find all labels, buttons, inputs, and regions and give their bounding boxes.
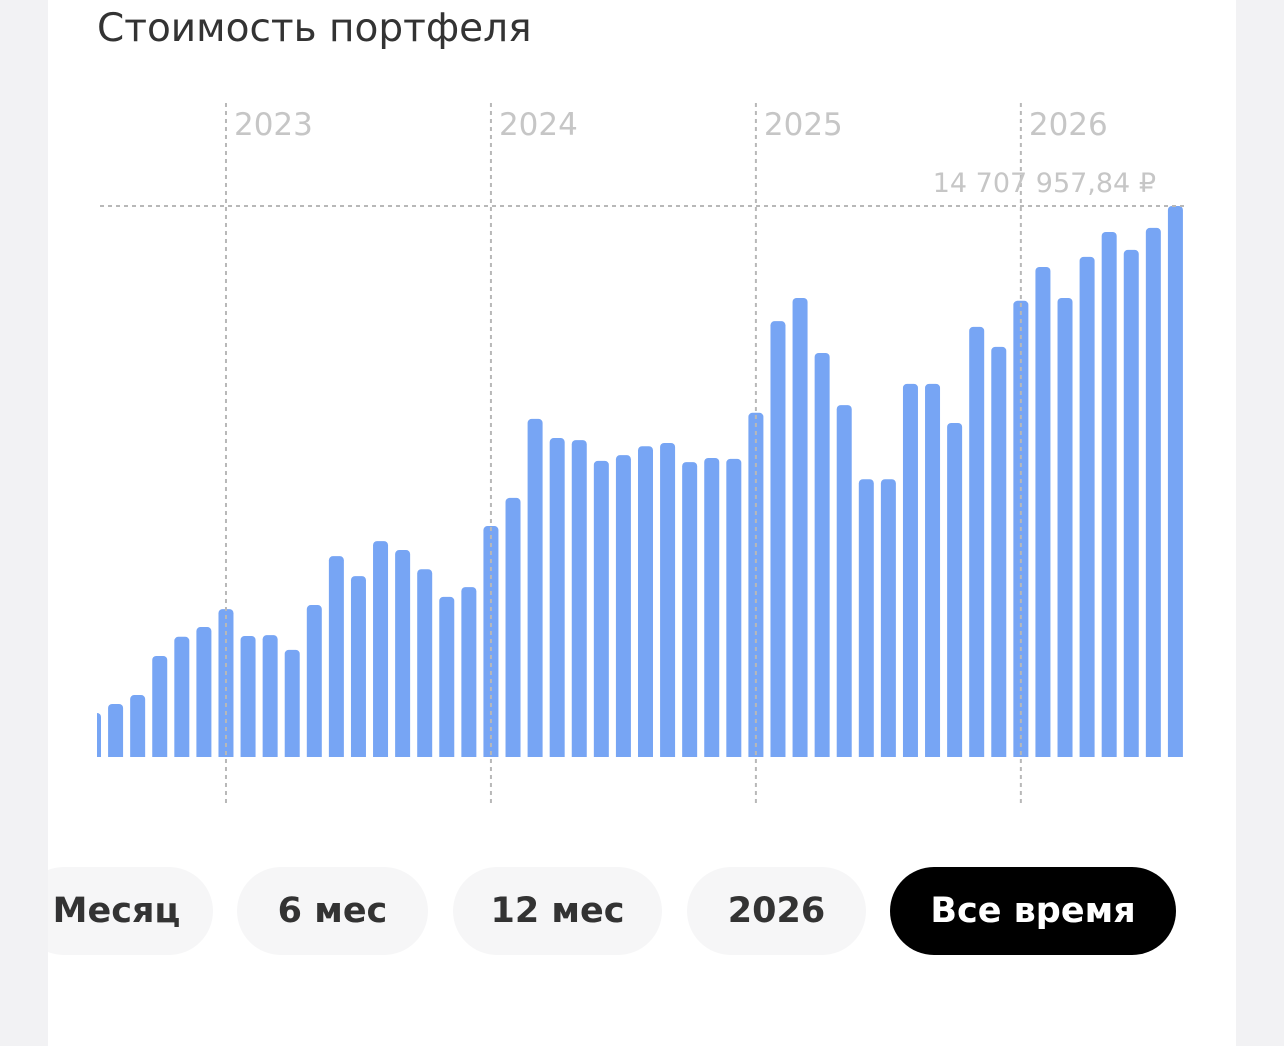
range-button[interactable]: 2026: [687, 867, 866, 955]
bar: [770, 321, 786, 757]
range-button[interactable]: 12 мес: [453, 867, 662, 955]
bar: [704, 458, 720, 757]
x-tick-label: 2023: [234, 107, 313, 143]
max-label: 14 707 957,84 ₽: [933, 168, 1156, 199]
chart-title: Стоимость портфеля: [97, 6, 532, 51]
bar: [108, 704, 124, 757]
bar: [1079, 256, 1095, 757]
bar: [130, 695, 146, 757]
bar: [196, 627, 212, 757]
bar: [1057, 297, 1073, 757]
bar: [284, 649, 300, 757]
bar: [1035, 267, 1051, 757]
bar: [682, 462, 698, 757]
chart: 2023 2024 2025 2026 14 707 957,84 ₽: [97, 103, 1185, 805]
bar: [328, 556, 344, 757]
bar: [726, 458, 742, 757]
bar: [373, 541, 389, 757]
bar: [240, 635, 256, 757]
bar: [1123, 249, 1139, 757]
bar: [660, 442, 676, 757]
bar: [306, 605, 322, 757]
bar: [350, 576, 366, 757]
range-button[interactable]: Месяц: [48, 867, 213, 955]
bar: [527, 418, 543, 757]
bar: [836, 405, 852, 757]
bar: [1101, 231, 1117, 757]
bar: [395, 550, 411, 757]
bar: [615, 455, 631, 757]
bar: [174, 636, 190, 757]
bar: [858, 479, 874, 757]
bar: [152, 655, 168, 757]
x-tick-label: 2026: [1029, 107, 1108, 143]
bar: [902, 383, 918, 757]
range-buttons: Месяц 6 мес 12 мес 2026 Все время: [48, 867, 1236, 955]
bar: [947, 422, 963, 757]
bar: [262, 635, 278, 757]
bar: [1145, 227, 1161, 757]
bar: [969, 326, 985, 757]
range-button[interactable]: Все время: [890, 867, 1176, 955]
bar: [97, 712, 101, 757]
bar: [439, 596, 455, 757]
bar: [593, 460, 609, 757]
portfolio-card: Стоимость портфеля 2023 2024 2025 2026 14 70…: [48, 0, 1236, 1046]
bar: [792, 297, 808, 757]
bar: [549, 438, 565, 757]
bars: [97, 206, 1183, 757]
bar: [925, 383, 941, 757]
bar: [991, 346, 1007, 757]
bar: [880, 479, 896, 757]
bar: [1167, 206, 1183, 757]
bar: [571, 440, 587, 757]
x-tick-label: 2024: [499, 107, 578, 143]
range-button[interactable]: 6 мес: [237, 867, 428, 955]
bar: [417, 569, 433, 757]
bar: [218, 609, 234, 757]
bar: [461, 587, 477, 757]
bar: [638, 446, 653, 757]
bar: [505, 497, 521, 757]
bar: [814, 352, 830, 757]
x-tick-label: 2025: [764, 107, 843, 143]
